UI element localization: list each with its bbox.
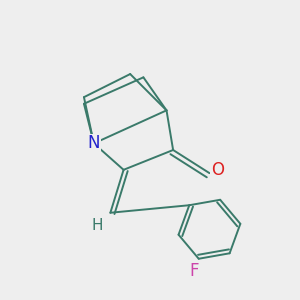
Text: N: N: [88, 134, 100, 152]
Text: F: F: [189, 262, 199, 280]
Text: O: O: [211, 161, 224, 179]
Text: H: H: [92, 218, 103, 233]
